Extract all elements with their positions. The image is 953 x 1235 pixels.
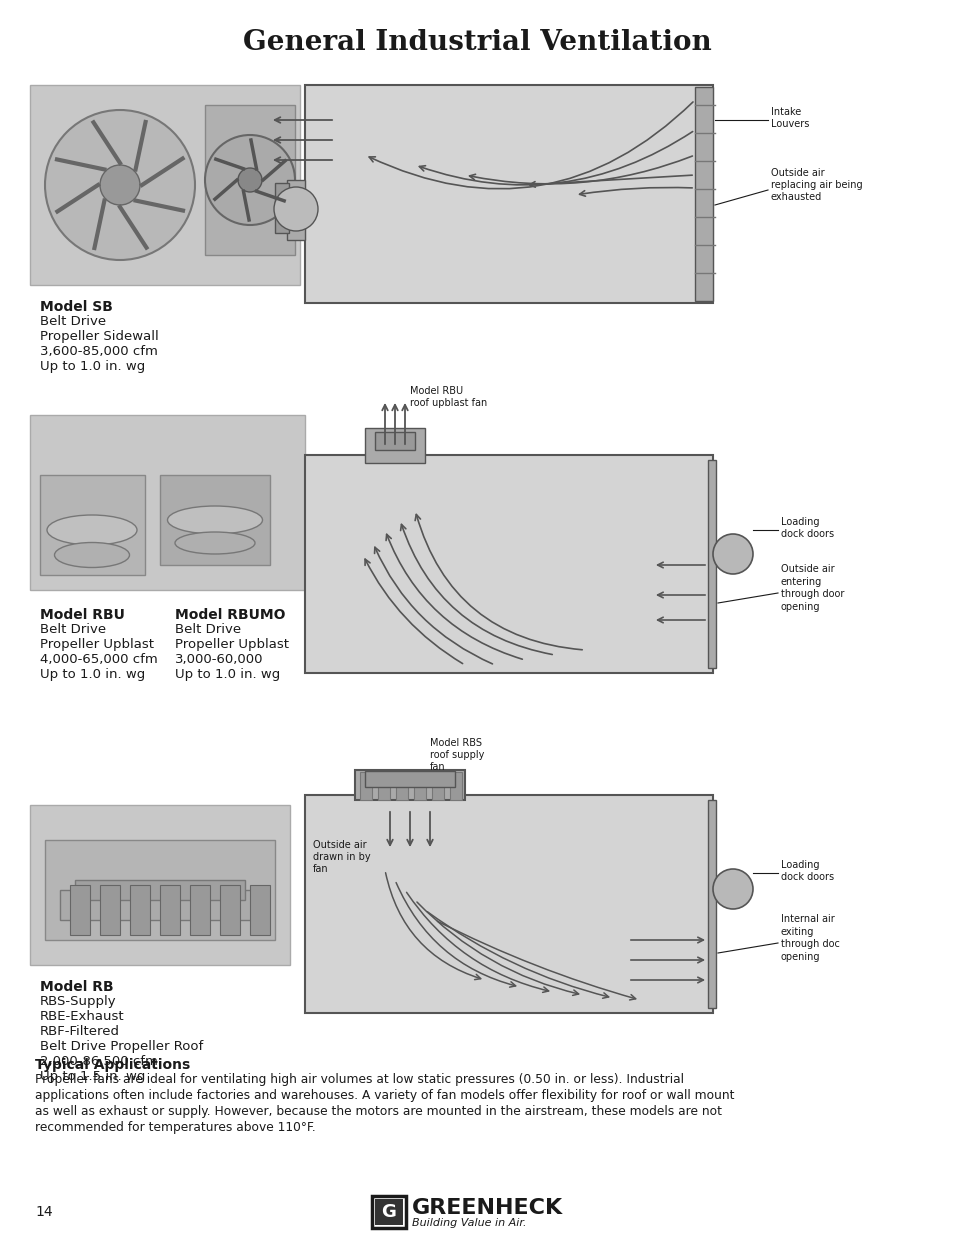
Bar bbox=[100, 885, 120, 935]
Bar bbox=[45, 840, 274, 940]
Circle shape bbox=[274, 186, 317, 231]
Text: Up to 1.0 in. wg: Up to 1.0 in. wg bbox=[40, 668, 145, 680]
Text: 3,000-60,000: 3,000-60,000 bbox=[174, 653, 263, 666]
Text: Typical Applications: Typical Applications bbox=[35, 1058, 190, 1072]
Bar bbox=[359, 772, 372, 800]
Text: Intake
Louvers: Intake Louvers bbox=[770, 106, 808, 130]
Bar bbox=[190, 885, 210, 935]
Text: Building Value in Air.: Building Value in Air. bbox=[412, 1218, 526, 1228]
Bar bbox=[395, 772, 408, 800]
Ellipse shape bbox=[54, 542, 130, 568]
Bar bbox=[695, 86, 712, 301]
Bar bbox=[375, 1199, 402, 1225]
Text: Loading
dock doors: Loading dock doors bbox=[781, 516, 833, 540]
Bar bbox=[707, 459, 716, 668]
Text: Model SB: Model SB bbox=[40, 300, 112, 314]
Bar bbox=[40, 475, 145, 576]
Text: as well as exhaust or supply. However, because the motors are mounted in the air: as well as exhaust or supply. However, b… bbox=[35, 1105, 721, 1118]
Text: Model RBU: Model RBU bbox=[40, 608, 125, 622]
Text: Loading
dock doors: Loading dock doors bbox=[781, 860, 833, 882]
Text: RBS-Supply: RBS-Supply bbox=[40, 995, 116, 1008]
Bar bbox=[365, 771, 455, 787]
Text: Belt Drive: Belt Drive bbox=[40, 622, 106, 636]
Text: Up to 1.5 in. wg: Up to 1.5 in. wg bbox=[40, 1070, 145, 1083]
Bar bbox=[30, 85, 299, 285]
Bar bbox=[305, 454, 712, 673]
Ellipse shape bbox=[174, 532, 254, 555]
Bar bbox=[250, 885, 270, 935]
Bar bbox=[305, 795, 712, 1013]
Text: Outside air
entering
through door
opening: Outside air entering through door openin… bbox=[781, 564, 843, 611]
Bar bbox=[70, 885, 90, 935]
Text: Propeller Sidewall: Propeller Sidewall bbox=[40, 330, 158, 343]
Ellipse shape bbox=[47, 515, 137, 545]
Bar bbox=[372, 1195, 406, 1228]
Bar bbox=[450, 772, 461, 800]
Bar bbox=[205, 105, 294, 254]
Text: Internal air
exiting
through doc
opening: Internal air exiting through doc opening bbox=[781, 914, 839, 962]
Circle shape bbox=[712, 534, 752, 574]
Bar bbox=[707, 800, 716, 1008]
Bar bbox=[160, 475, 270, 564]
Text: 14: 14 bbox=[35, 1205, 52, 1219]
Bar bbox=[414, 772, 426, 800]
Circle shape bbox=[205, 135, 294, 225]
Text: Propeller Upblast: Propeller Upblast bbox=[40, 638, 153, 651]
Text: Propeller Upblast: Propeller Upblast bbox=[174, 638, 289, 651]
Bar bbox=[274, 183, 289, 233]
Bar bbox=[160, 885, 180, 935]
Bar bbox=[220, 885, 240, 935]
Text: Model RBS
roof supply
fan: Model RBS roof supply fan bbox=[430, 737, 484, 772]
Text: Outside air
replacing air being
exhausted: Outside air replacing air being exhauste… bbox=[770, 168, 862, 203]
Bar bbox=[130, 885, 150, 935]
Circle shape bbox=[45, 110, 194, 261]
Text: Up to 1.0 in. wg: Up to 1.0 in. wg bbox=[174, 668, 280, 680]
Bar bbox=[355, 769, 464, 800]
Bar bbox=[287, 180, 305, 240]
Bar bbox=[30, 805, 290, 965]
Bar bbox=[377, 772, 390, 800]
Text: Belt Drive: Belt Drive bbox=[40, 315, 106, 329]
Bar bbox=[375, 432, 415, 450]
Text: RBE-Exhaust: RBE-Exhaust bbox=[40, 1010, 125, 1023]
Bar bbox=[75, 881, 245, 900]
Text: Model RBU
roof upblast fan: Model RBU roof upblast fan bbox=[410, 385, 487, 409]
Text: G: G bbox=[381, 1203, 396, 1221]
Text: Belt Drive Propeller Roof: Belt Drive Propeller Roof bbox=[40, 1040, 203, 1053]
Text: Model RBUMO: Model RBUMO bbox=[174, 608, 285, 622]
Circle shape bbox=[237, 168, 262, 191]
Bar bbox=[305, 85, 712, 303]
Bar bbox=[30, 415, 305, 590]
Text: Outside air
drawn in by
fan: Outside air drawn in by fan bbox=[313, 840, 370, 874]
Text: Up to 1.0 in. wg: Up to 1.0 in. wg bbox=[40, 359, 145, 373]
Text: 4,000-65,000 cfm: 4,000-65,000 cfm bbox=[40, 653, 157, 666]
Bar bbox=[432, 772, 443, 800]
Text: 3,600-85,000 cfm: 3,600-85,000 cfm bbox=[40, 345, 157, 358]
Text: General Industrial Ventilation: General Industrial Ventilation bbox=[242, 28, 711, 56]
Bar bbox=[60, 890, 260, 920]
Text: RBF-Filtered: RBF-Filtered bbox=[40, 1025, 120, 1037]
Ellipse shape bbox=[168, 506, 262, 534]
Text: 2,000-86,500 cfm: 2,000-86,500 cfm bbox=[40, 1055, 157, 1068]
Text: Belt Drive: Belt Drive bbox=[174, 622, 241, 636]
Text: recommended for temperatures above 110°F.: recommended for temperatures above 110°F… bbox=[35, 1121, 315, 1134]
Text: GREENHECK: GREENHECK bbox=[412, 1198, 562, 1218]
Text: Model RB: Model RB bbox=[40, 981, 113, 994]
Text: applications often include factories and warehouses. A variety of fan models off: applications often include factories and… bbox=[35, 1089, 734, 1102]
Circle shape bbox=[712, 869, 752, 909]
Bar bbox=[365, 429, 424, 463]
Circle shape bbox=[100, 165, 140, 205]
Text: Propeller fans are ideal for ventilating high air volumes at low static pressure: Propeller fans are ideal for ventilating… bbox=[35, 1073, 683, 1086]
